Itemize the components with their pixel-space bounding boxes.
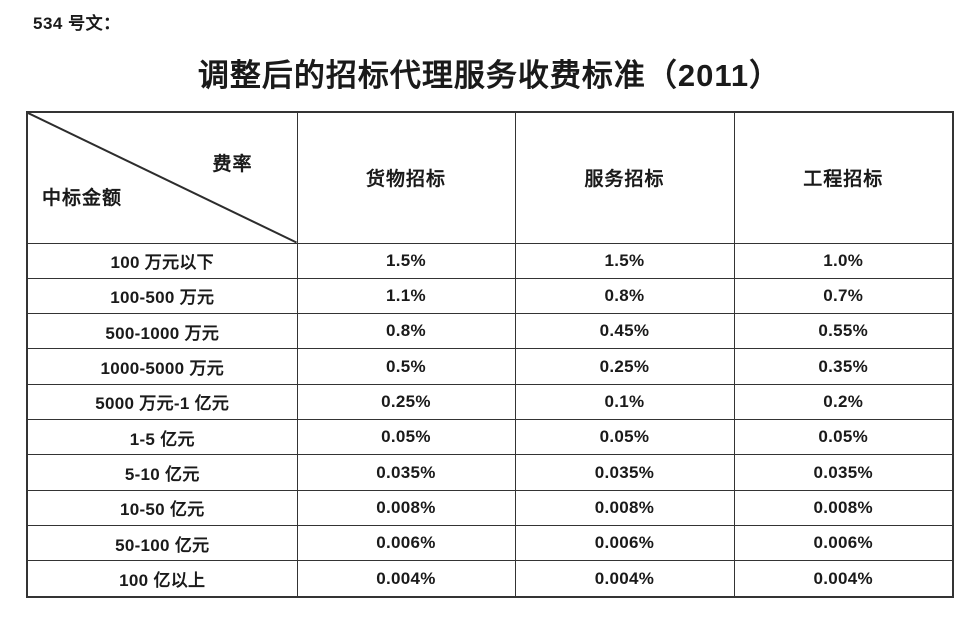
row-label-amount-range: 10-50 亿元 [26, 489, 298, 527]
rate-cell: 0.006% [296, 525, 516, 562]
rate-cell: 0.008% [296, 489, 516, 527]
table-row: 5-10 亿元 0.035% 0.035% 0.035% [26, 454, 954, 491]
row-label-amount-range: 1-5 亿元 [26, 419, 298, 456]
table-row: 100-500 万元 1.1% 0.8% 0.7% [26, 277, 954, 315]
rate-cell: 0.004% [514, 560, 735, 598]
table-row: 1-5 亿元 0.05% 0.05% 0.05% [26, 419, 954, 456]
row-label-amount-range: 1000-5000 万元 [26, 348, 298, 385]
column-header-engineering-bidding: 工程招标 [733, 111, 954, 244]
diagonal-divider-line [28, 113, 297, 243]
rate-cell: 0.1% [514, 383, 735, 421]
rate-cell: 0.004% [733, 560, 954, 598]
rate-cell: 0.006% [514, 525, 735, 562]
table-row: 5000 万元-1 亿元 0.25% 0.1% 0.2% [26, 383, 954, 421]
rate-cell: 0.006% [733, 525, 954, 562]
table-row: 100 万元以下 1.5% 1.5% 1.0% [26, 242, 954, 279]
rate-cell: 0.008% [733, 489, 954, 527]
row-label-amount-range: 5000 万元-1 亿元 [26, 383, 298, 421]
doc-label: 534 号文： [33, 14, 121, 33]
rate-cell: 0.55% [733, 313, 954, 350]
rate-cell: 0.2% [733, 383, 954, 421]
header-row: 费率 中标金额 货物招标 服务招标 工程招标 [26, 111, 954, 244]
row-label-amount-range: 500-1000 万元 [26, 313, 298, 350]
corner-label-amount: 中标金额 [42, 188, 123, 209]
rate-cell: 0.035% [296, 454, 516, 491]
rate-cell: 0.25% [296, 383, 516, 421]
rate-cell: 1.0% [733, 242, 954, 279]
rate-cell: 0.5% [296, 348, 516, 385]
page-title: 调整后的招标代理服务收费标准（2011） [197, 58, 782, 93]
row-label-amount-range: 100 亿以上 [26, 560, 298, 598]
rate-cell: 0.035% [514, 454, 735, 491]
corner-cell: 费率 中标金额 [26, 111, 298, 244]
row-label-amount-range: 5-10 亿元 [26, 454, 298, 491]
rate-cell: 0.05% [733, 419, 954, 456]
rate-cell: 0.7% [733, 277, 954, 315]
table-row: 10-50 亿元 0.008% 0.008% 0.008% [26, 489, 954, 527]
rate-cell: 1.5% [296, 242, 516, 279]
rate-cell: 0.008% [514, 489, 735, 527]
rate-cell: 1.1% [296, 277, 516, 315]
row-label-amount-range: 50-100 亿元 [26, 525, 298, 562]
rate-cell: 0.05% [514, 419, 735, 456]
rate-cell: 0.035% [733, 454, 954, 491]
row-label-amount-range: 100 万元以下 [26, 242, 298, 279]
rate-cell: 0.35% [733, 348, 954, 385]
table-row: 500-1000 万元 0.8% 0.45% 0.55% [26, 313, 954, 350]
table-row: 50-100 亿元 0.006% 0.006% 0.006% [26, 525, 954, 562]
rate-cell: 0.45% [514, 313, 735, 350]
column-header-service-bidding: 服务招标 [514, 111, 735, 244]
row-label-amount-range: 100-500 万元 [26, 277, 298, 315]
table-row: 1000-5000 万元 0.5% 0.25% 0.35% [26, 348, 954, 385]
fee-table: 费率 中标金额 货物招标 服务招标 工程招标 100 万元以下 1.5% 1.5% 1… [26, 111, 954, 598]
column-header-goods-bidding: 货物招标 [296, 111, 516, 244]
rate-cell: 0.8% [514, 277, 735, 315]
corner-label-rate: 费率 [212, 154, 253, 175]
table-body: 100 万元以下 1.5% 1.5% 1.0% 100-500 万元 1.1% 0.8% 0.… [26, 242, 954, 598]
table-row: 100 亿以上 0.004% 0.004% 0.004% [26, 560, 954, 598]
rate-cell: 0.8% [296, 313, 516, 350]
rate-cell: 0.05% [296, 419, 516, 456]
rate-cell: 0.25% [514, 348, 735, 385]
rate-cell: 1.5% [514, 242, 735, 279]
rate-cell: 0.004% [296, 560, 516, 598]
